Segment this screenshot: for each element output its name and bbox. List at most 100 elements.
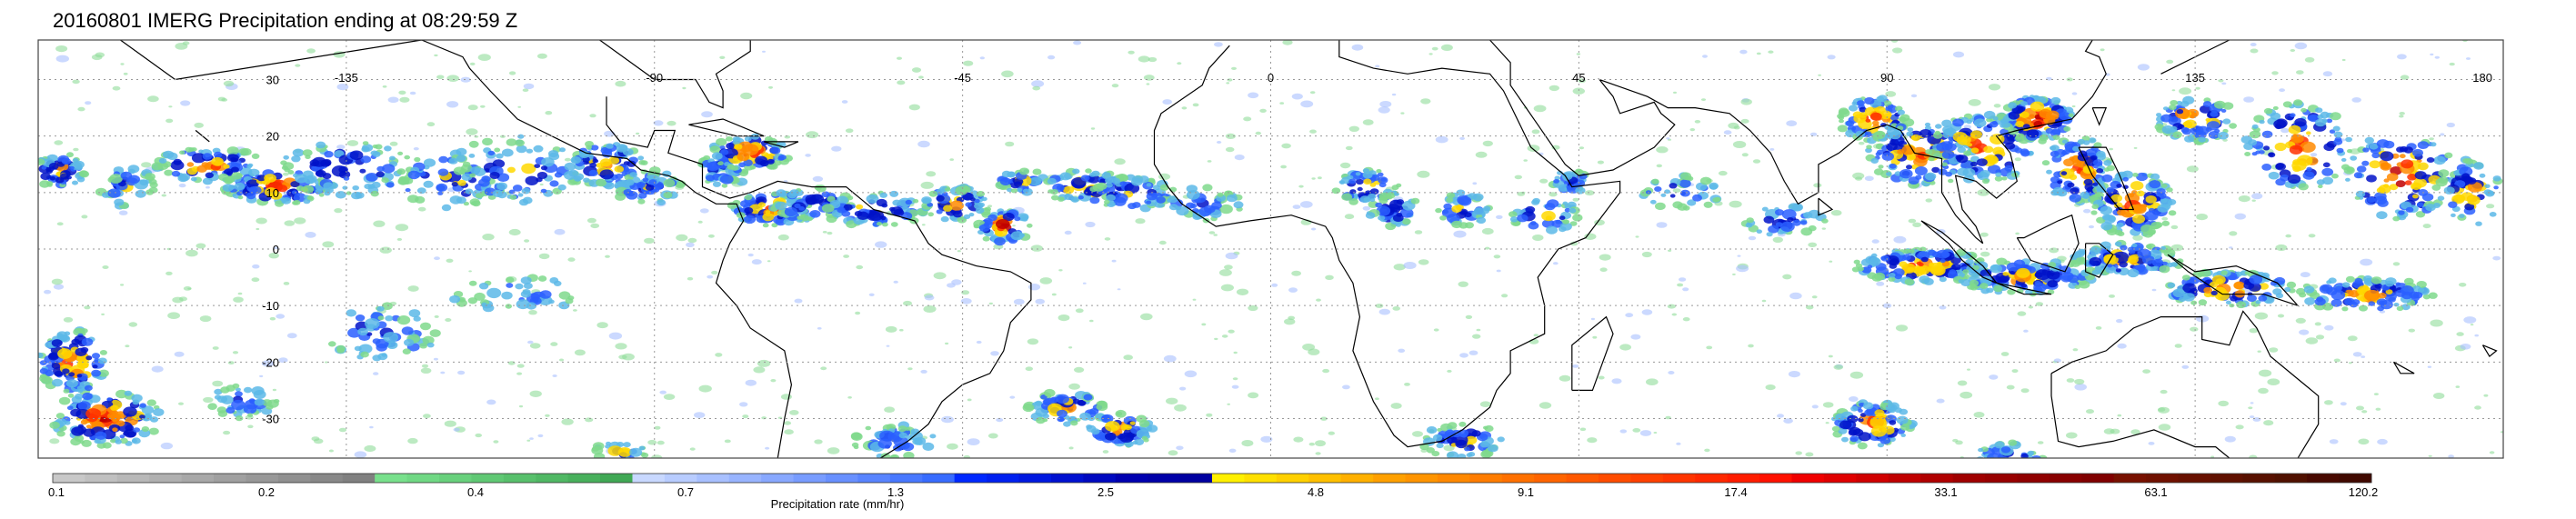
precip-cell xyxy=(1549,192,1558,197)
precip-cell xyxy=(1980,269,1992,278)
precip-cell xyxy=(2000,352,2010,356)
precip-cell xyxy=(2321,167,2334,176)
precip-cell xyxy=(480,105,486,108)
precip-cell xyxy=(1576,169,1584,175)
precip-cell xyxy=(2100,241,2111,250)
precip-cell xyxy=(1941,119,1952,127)
precip-cell xyxy=(1447,422,1458,429)
precip-cell xyxy=(768,85,773,89)
precip-cell xyxy=(453,427,460,432)
precip-cell xyxy=(596,178,606,187)
precip-cell xyxy=(2222,118,2231,125)
precip-cell xyxy=(1867,264,1873,269)
precip-cell xyxy=(2089,246,2101,255)
precip-cell xyxy=(1156,196,1166,204)
precip-cell xyxy=(706,175,715,182)
precip-cell xyxy=(1013,298,1025,305)
precip-cell xyxy=(160,442,174,450)
precip-cell xyxy=(1380,177,1387,182)
precip-cell xyxy=(290,181,300,188)
precip-cell xyxy=(642,177,649,183)
precip-cell xyxy=(1018,167,1030,175)
precip-cell xyxy=(2026,129,2040,138)
precip-cell xyxy=(482,234,495,241)
precip-cell xyxy=(2160,114,2172,123)
precip-cell xyxy=(1982,178,1990,185)
precip-cell xyxy=(76,385,85,391)
precip-cell xyxy=(2275,124,2282,130)
precip-cell xyxy=(1433,328,1439,332)
precip-cell xyxy=(404,155,411,160)
precip-cell xyxy=(779,191,787,197)
precip-cell xyxy=(2248,406,2253,410)
precip-cell xyxy=(64,420,71,425)
precip-cell xyxy=(789,189,800,197)
precip-cell xyxy=(2275,244,2288,252)
precip-cell xyxy=(1787,217,1794,223)
precip-cell xyxy=(1176,445,1184,451)
precip-cell xyxy=(2190,300,2198,305)
precip-cell xyxy=(1825,422,1829,424)
precip-cell xyxy=(1481,227,1494,235)
precip-cell xyxy=(2343,166,2355,175)
precip-cell xyxy=(1311,177,1316,180)
precip-cell xyxy=(548,150,559,158)
precip-cell xyxy=(2333,358,2340,363)
precip-cell xyxy=(2392,215,2401,222)
precip-cell xyxy=(918,75,924,79)
precip-cell xyxy=(2383,178,2390,183)
precip-cell xyxy=(1027,338,1039,345)
precip-cell xyxy=(1952,118,1964,127)
precip-cell xyxy=(2050,145,2057,151)
precip-cell xyxy=(38,352,44,358)
precip-cell xyxy=(957,250,961,253)
precip-cell xyxy=(1714,196,1721,202)
precip-cell xyxy=(223,164,230,169)
precip-cell xyxy=(1656,222,1668,228)
precip-cell xyxy=(927,202,934,207)
precip-cell xyxy=(2456,332,2464,336)
precip-cell xyxy=(784,206,798,217)
precip-cell xyxy=(2015,232,2020,235)
precip-cell xyxy=(294,217,306,225)
precip-cell xyxy=(1085,168,1092,174)
precip-cell xyxy=(2259,150,2265,155)
precip-cell xyxy=(246,179,259,189)
precip-cell xyxy=(226,146,239,155)
precip-cell xyxy=(892,199,902,206)
precip-cell xyxy=(2066,77,2073,82)
precip-cell xyxy=(1952,51,1965,58)
precip-cell xyxy=(77,401,91,411)
precip-cell xyxy=(2070,259,2080,267)
precip-cell xyxy=(1459,136,1465,140)
precip-cell xyxy=(2459,214,2465,218)
precip-cell xyxy=(843,255,849,258)
precip-cell xyxy=(1962,167,1976,177)
precip-cell xyxy=(963,454,970,458)
precip-cell xyxy=(72,180,78,185)
precip-cell xyxy=(1821,227,1827,230)
precip-cell xyxy=(920,369,927,374)
precip-cell xyxy=(506,283,514,288)
precip-cell xyxy=(1957,380,1968,386)
precip-cell xyxy=(1248,392,1259,399)
precip-cell xyxy=(2050,150,2060,157)
precip-cell xyxy=(217,410,228,417)
precip-cell xyxy=(472,200,481,207)
precip-cell xyxy=(1569,241,1579,246)
precip-cell xyxy=(550,342,558,346)
precip-cell xyxy=(1986,287,1994,294)
precip-cell xyxy=(66,152,74,158)
precip-cell xyxy=(1882,303,1892,308)
precip-cell xyxy=(2412,285,2421,292)
precip-cell xyxy=(625,179,635,186)
precipitation-layer xyxy=(38,40,2503,473)
precip-cell xyxy=(264,174,276,183)
precip-cell xyxy=(927,212,934,217)
precip-cell xyxy=(855,311,861,315)
precip-cell xyxy=(2349,290,2360,298)
precip-cell xyxy=(1897,149,1905,155)
precip-cell xyxy=(2306,166,2312,172)
precip-cell xyxy=(2003,469,2009,473)
precip-cell xyxy=(2393,303,2400,307)
